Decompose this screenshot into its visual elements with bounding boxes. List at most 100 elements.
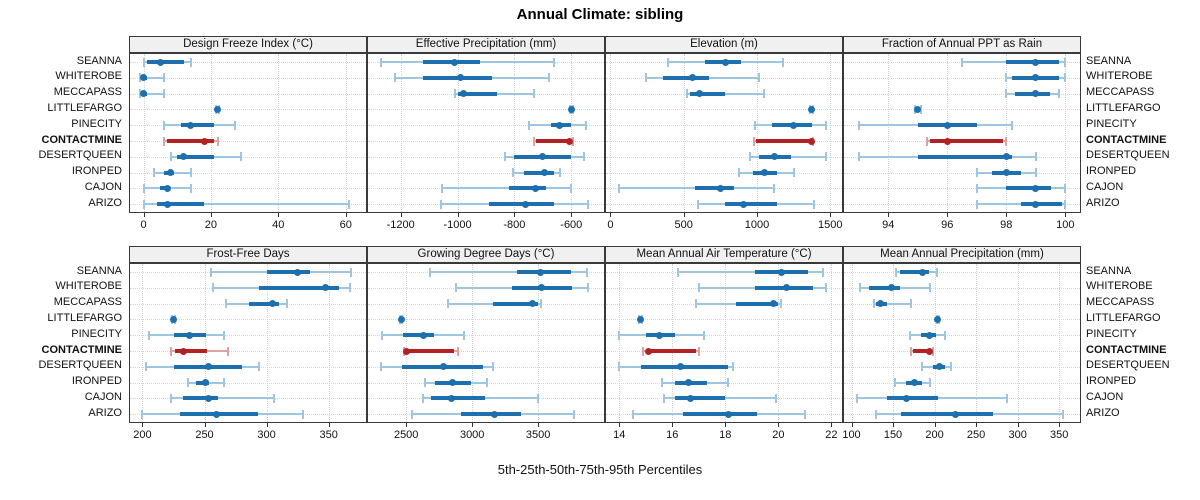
- median-dot: [528, 300, 536, 308]
- grid-line-vertical: [725, 264, 727, 422]
- panel-header: Fraction of Annual PPT as Rain: [843, 36, 1081, 53]
- median-dot: [459, 90, 467, 98]
- grid-line-vertical: [672, 264, 674, 422]
- site-label-left: IRONPED: [71, 165, 122, 178]
- whisker-cap: [975, 199, 978, 209]
- whisker-cap: [1005, 393, 1008, 403]
- grid-line-horizontal: [368, 125, 604, 127]
- whisker-cap: [539, 299, 542, 309]
- grid-line-horizontal: [844, 204, 1080, 206]
- whisker-cap: [857, 152, 860, 162]
- iqr-bar: [640, 364, 728, 369]
- grid-line-vertical: [204, 264, 206, 422]
- median-dot: [1032, 58, 1040, 66]
- whisker-cap: [223, 378, 226, 388]
- whisker-cap: [379, 57, 382, 67]
- chart-title: Annual Climate: sibling: [516, 6, 684, 23]
- site-label-right: DESERTQUEEN: [1086, 149, 1170, 162]
- median-dot: [491, 410, 499, 418]
- whisker-cap: [703, 330, 706, 340]
- iqr-bar: [431, 396, 486, 401]
- panel-header: Design Freeze Index (°C): [129, 36, 367, 53]
- site-label-left: WHITEROBE: [55, 280, 122, 293]
- whisker-cap: [527, 120, 530, 130]
- median-dot: [1032, 90, 1040, 98]
- whisker-cap: [187, 378, 190, 388]
- whisker-cap: [553, 57, 556, 67]
- median-dot: [724, 410, 732, 418]
- axis-tick: [683, 213, 685, 217]
- axis-tick: [831, 423, 833, 427]
- axis-tick-label: 1500: [818, 219, 843, 231]
- axis-tick-label: 18: [719, 429, 732, 441]
- grid-line-vertical: [210, 54, 212, 212]
- median-dot: [539, 153, 547, 161]
- median-dot: [790, 121, 798, 129]
- median-dot: [887, 284, 895, 292]
- axis-tick: [1059, 423, 1061, 427]
- whisker-cap: [142, 199, 145, 209]
- whisker-cap: [533, 136, 536, 146]
- percentile-whisker: [441, 187, 572, 190]
- grid-line-horizontal: [606, 125, 842, 127]
- whisker-cap: [936, 267, 939, 277]
- axis-tick: [142, 423, 144, 427]
- whisker-cap: [774, 393, 777, 403]
- whisker-cap: [738, 168, 741, 178]
- whisker-cap: [1064, 73, 1067, 83]
- grid-line-vertical: [888, 54, 890, 212]
- median-dot: [167, 169, 174, 177]
- grid-line-horizontal: [368, 335, 604, 337]
- panel-header: Mean Annual Air Temperature (°C): [605, 246, 843, 263]
- iqr-bar: [517, 270, 572, 274]
- whisker-cap: [348, 199, 351, 209]
- grid-line-horizontal: [130, 319, 366, 321]
- whisker-cap: [169, 152, 172, 162]
- grid-line-horizontal: [844, 366, 1080, 368]
- whisker-cap: [212, 283, 215, 293]
- median-dot: [760, 169, 768, 177]
- median-dot: [321, 284, 329, 292]
- iqr-bar: [180, 123, 215, 128]
- site-label-right: CAJON: [1086, 390, 1124, 403]
- whisker-cap: [439, 199, 442, 209]
- axis-tick-label: 200: [925, 429, 944, 441]
- iqr-bar: [694, 186, 735, 191]
- site-label-left: MECCAPASS: [53, 86, 122, 99]
- panel-plot: [367, 263, 605, 423]
- whisker-cap: [944, 330, 947, 340]
- whisker-cap: [858, 283, 861, 293]
- site-label-left: DESERTQUEEN: [38, 359, 122, 372]
- panel-header: Frost-Free Days: [129, 246, 367, 263]
- iqr-bar: [146, 60, 184, 64]
- median-dot: [214, 105, 222, 113]
- grid-line-horizontal: [844, 303, 1080, 305]
- whisker-cap: [727, 378, 729, 388]
- axis-tick-label: 22: [825, 429, 838, 441]
- whisker-cap: [587, 199, 590, 209]
- whisker-cap: [825, 283, 828, 293]
- grid-line-vertical: [851, 264, 853, 422]
- whisker-cap: [961, 57, 963, 67]
- whisker-cap: [170, 346, 172, 356]
- site-label-right: PINECITY: [1086, 327, 1137, 340]
- whisker-cap: [350, 267, 353, 277]
- grid-line-vertical: [947, 54, 949, 212]
- whisker-cap: [583, 152, 586, 162]
- whisker-cap: [453, 89, 456, 99]
- median-dot: [1032, 184, 1040, 192]
- whisker-cap: [631, 409, 634, 419]
- grid-line-horizontal: [130, 172, 366, 174]
- grid-line-horizontal: [844, 109, 1080, 111]
- axis-tick: [278, 213, 280, 217]
- site-label-right: WHITEROBE: [1086, 70, 1153, 83]
- grid-line-horizontal: [130, 156, 366, 158]
- grid-line-horizontal: [606, 335, 842, 337]
- iqr-bar: [493, 301, 539, 306]
- panel-plot: [367, 53, 605, 213]
- whisker-cap: [570, 183, 573, 193]
- whisker-cap: [857, 120, 860, 130]
- whisker-cap: [240, 152, 243, 162]
- whisker-cap: [1005, 73, 1008, 83]
- median-dot: [689, 74, 696, 82]
